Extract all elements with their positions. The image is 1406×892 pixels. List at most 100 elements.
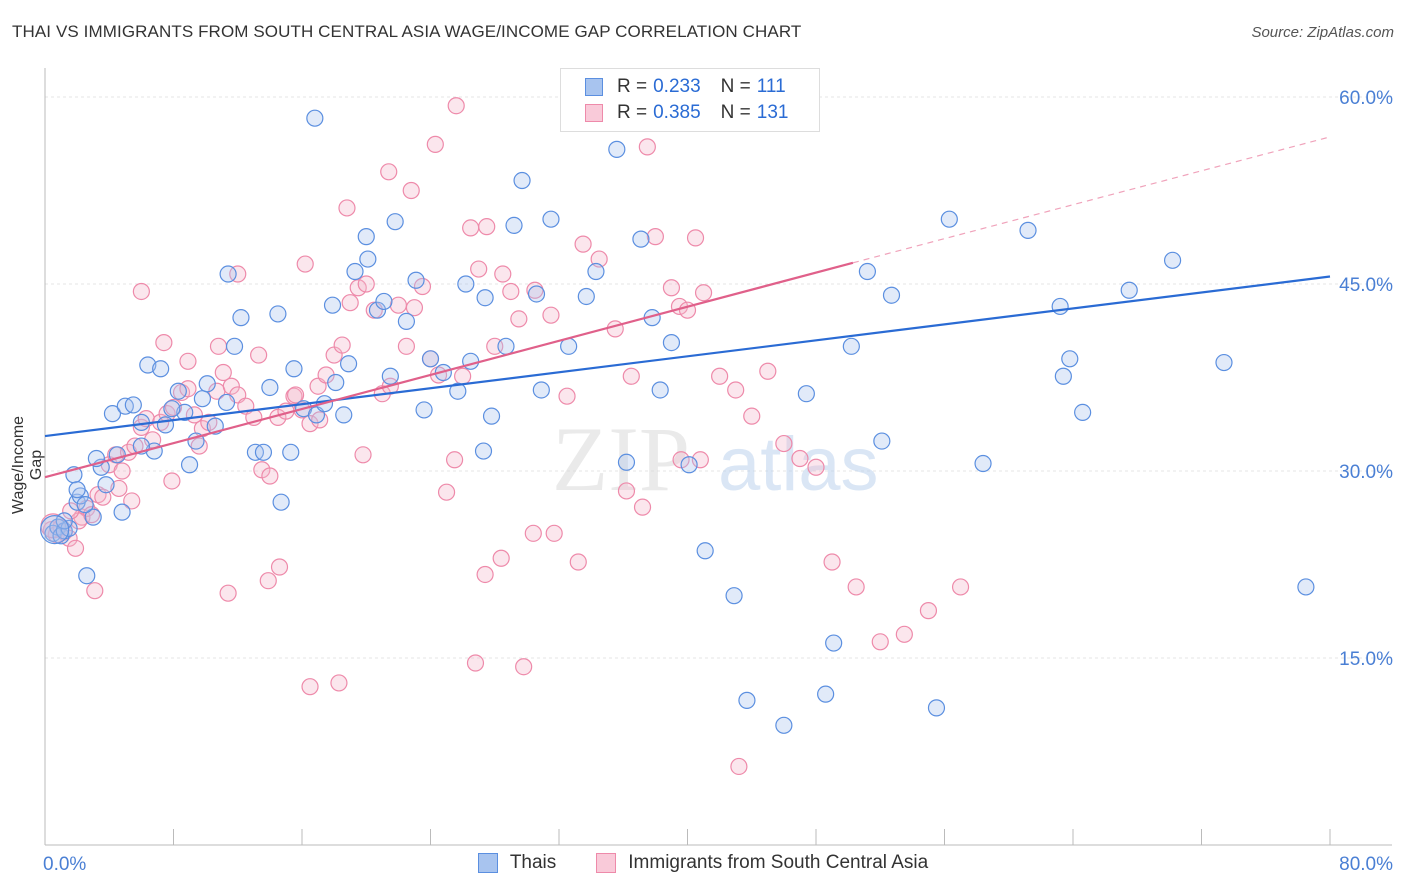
immigrants-point [214,363,232,382]
thais-point [474,442,493,460]
legend-row-immigrants: R = 0.385 N = 131 [585,101,788,125]
legend-label-immigrants: Immigrants from South Central Asia [628,852,929,873]
thais-point [407,271,425,289]
immigrants-point [524,524,542,542]
immigrants-point [155,333,173,352]
series-thais-points [40,109,1315,734]
legend-thais-n: 111 [756,76,786,97]
immigrants-point [791,449,809,468]
immigrants-trend-line [44,261,854,479]
immigrants-point [823,553,841,571]
y-axis-label: Wage/Income Gap [10,415,45,515]
axes [44,68,1392,846]
legend-label-thais: Thais [509,852,557,873]
immigrants-point [338,199,356,217]
immigrants-point [219,584,237,602]
legend-immigrants-n: 131 [756,102,789,123]
thais-point [386,213,404,231]
immigrants-point [413,277,432,296]
thais-point [1051,297,1069,316]
thais-point [346,262,364,281]
thais-point [608,140,626,158]
thais-point [103,405,122,423]
immigrants-point [110,479,128,498]
tick-labels: 15.0% 30.0% 45.0% 60.0% 0.0% 80.0% [43,88,1393,875]
immigrants-point [558,387,576,405]
thais-trend-line [44,275,1331,438]
thais-point [457,275,475,293]
thais-point [397,312,416,330]
thais-point [269,305,287,323]
thais-point [651,381,669,399]
immigrants-point [638,138,656,156]
immigrants-point [354,446,372,464]
legend-immigrants-r: 0.385 [653,102,701,123]
immigrants-point [66,539,85,557]
thais-point [176,403,194,422]
thais-point [139,356,157,374]
immigrants-point [270,558,289,576]
immigrants-point [62,502,80,520]
chart-title: THAI VS IMMIGRANTS FROM SOUTH CENTRAL AS… [12,22,802,41]
watermark-zip: ZIP [552,408,690,510]
immigrants-point [775,434,793,453]
legend-swatch-immigrants [596,853,617,873]
thais-point [339,355,358,373]
thais-point [152,360,170,378]
immigrants-point [871,633,889,651]
thais-point [285,360,303,378]
immigrants-point [445,451,464,469]
immigrants-point [259,572,277,590]
thais-point [1215,353,1233,372]
immigrants-point [847,578,865,596]
thais-point [217,393,236,412]
immigrants-point [123,492,141,510]
immigrants-point [454,367,472,385]
immigrants-point [919,602,938,620]
thais-point [381,367,399,385]
immigrants-point [727,381,745,399]
thais-point [169,382,187,400]
immigrants-point [515,658,533,676]
immigrants-point [229,265,247,283]
immigrants-point [470,260,488,278]
thais-point [1074,403,1092,422]
series-immigrants-points [40,97,970,776]
thais-point [1019,221,1037,239]
thais-point [825,634,843,652]
thais-point [163,400,181,418]
legend-swatch-immigrants [585,104,603,122]
immigrants-point [466,654,485,672]
thais-point [97,476,115,494]
thais-point [482,407,501,425]
immigrants-point [250,346,268,364]
legend-item-thais[interactable]: Thais [477,852,557,874]
immigrants-point [311,411,329,429]
thais-point [1061,350,1079,368]
thais-point [662,333,681,352]
legend-n-label: N = [720,102,751,123]
thais-point [415,401,433,419]
thais-point [497,337,515,355]
thais-point [505,216,523,235]
immigrants-trend-extension [852,136,1331,264]
immigrants-point [510,310,528,328]
thais-point [462,352,480,370]
legend-n-label: N = [720,76,751,97]
thais-point [113,503,131,521]
thais-point [335,406,353,424]
thais-point [542,210,560,228]
immigrants-point [286,386,305,404]
legend-swatch-thais [477,853,498,873]
watermark: ZIP atlas [552,408,879,510]
thais-point [532,381,550,399]
x-tick-label-min: 0.0% [43,854,86,875]
immigrants-point [646,228,664,246]
x-tick-label-max: 80.0% [1339,854,1393,875]
immigrants-point [163,472,181,490]
immigrants-point [426,135,444,153]
immigrants-point [357,275,375,293]
thais-point [219,265,237,283]
thais-point [225,337,244,355]
legend-item-immigrants[interactable]: Immigrants from South Central Asia [596,852,928,874]
